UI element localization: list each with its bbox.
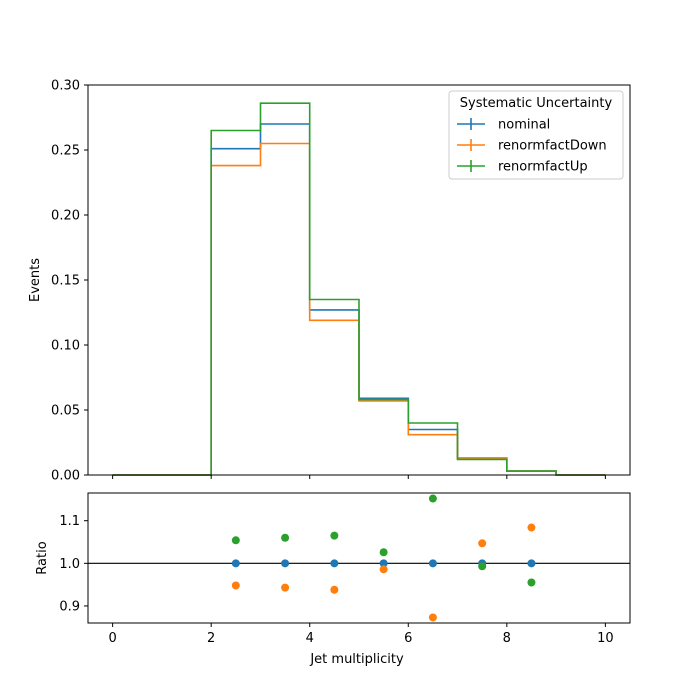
legend-title: Systematic Uncertainty — [460, 96, 613, 111]
ratio-point-renormfactdown — [527, 523, 536, 532]
ratio-point-nominal — [379, 559, 388, 568]
x-axis-label: Jet multiplicity — [309, 652, 404, 667]
ratio-point-renormfactup — [231, 536, 240, 545]
x-tick-label: 4 — [306, 631, 314, 646]
legend-label-renormfactdown: renormfactDown — [498, 139, 607, 154]
ratio-point-renormfactdown — [379, 565, 388, 574]
x-tick-label: 8 — [503, 631, 511, 646]
legend-frame — [448, 90, 624, 180]
top-series-group — [112, 102, 606, 476]
top-y-tick-label: 0.05 — [51, 404, 80, 419]
legend-label-renormfactup: renormfactUp — [498, 160, 588, 175]
legend-entries: nominal renormfactDown renormfactUp — [457, 118, 607, 175]
legend: Systematic Uncertainty nominal renormfact… — [448, 90, 624, 180]
ratio-point-nominal — [428, 559, 437, 568]
ratio-axes-frame — [87, 492, 631, 624]
ratio-point-nominal — [281, 559, 290, 568]
x-tick-label: 10 — [597, 631, 614, 646]
ratio-point-renormfactup — [428, 494, 437, 503]
ratio-y-tick-label: 1.1 — [59, 514, 80, 529]
top-y-axis-label: Events — [28, 258, 43, 302]
ratio-point-nominal — [330, 559, 339, 568]
x-tick-label: 2 — [207, 631, 215, 646]
legend-label-nominal: nominal — [498, 118, 550, 133]
ratio-panel: 0 2 4 6 8 10 0.9 1.0 1.1 Ratio Jet multiplicity — [35, 492, 631, 667]
top-panel: 0.00 0.05 0.10 0.15 0.20 0.25 0.30 Events Syst… — [28, 79, 631, 484]
ratio-point-renormfactup — [379, 548, 388, 557]
x-tick-label: 6 — [404, 631, 412, 646]
ratio-point-renormfactup — [527, 578, 536, 587]
x-tick-label: 0 — [108, 631, 116, 646]
ratio-y-tick-label: 1.0 — [59, 557, 80, 572]
top-y-tick-label: 0.30 — [51, 79, 80, 94]
series-renormfactup-step-line — [112, 102, 606, 476]
top-y-tick-label: 0.25 — [51, 144, 80, 159]
ratio-point-renormfactdown — [231, 581, 240, 590]
ratio-point-renormfactdown — [281, 583, 290, 592]
top-y-tick-label: 0.00 — [51, 469, 80, 484]
ratio-point-nominal — [527, 559, 536, 568]
ratio-point-renormfactup — [281, 533, 290, 542]
ratio-point-renormfactdown — [478, 539, 487, 548]
ratio-point-renormfactup — [330, 531, 339, 540]
top-y-tick-label: 0.20 — [51, 209, 80, 224]
ratio-ticks: 0 2 4 6 8 10 0.9 1.0 1.1 — [59, 514, 613, 646]
ratio-point-nominal — [231, 559, 240, 568]
ratio-point-renormfactdown — [330, 585, 339, 594]
ratio-y-axis-label: Ratio — [35, 541, 50, 574]
ratio-point-renormfactup — [478, 562, 487, 571]
ratio-points-group — [231, 494, 536, 622]
top-y-tick-label: 0.10 — [51, 339, 80, 354]
top-y-tick-label: 0.15 — [51, 274, 80, 289]
top-ticks: 0.00 0.05 0.10 0.15 0.20 0.25 0.30 — [51, 79, 606, 484]
ratio-y-tick-label: 0.9 — [59, 599, 80, 614]
ratio-point-renormfactdown — [428, 613, 437, 622]
